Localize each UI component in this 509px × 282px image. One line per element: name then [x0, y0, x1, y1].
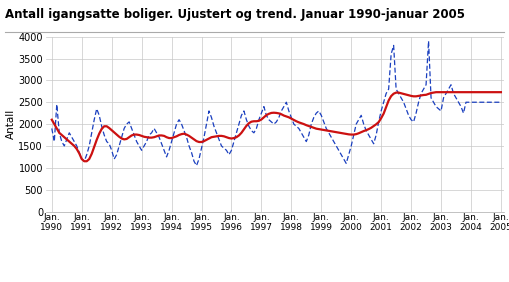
Antall boliger, trend — [176, 133, 182, 137]
Antall boliger, ujustert — [116, 144, 122, 148]
Antall boliger, trend — [89, 152, 95, 155]
Antall boliger, trend — [119, 137, 125, 140]
Y-axis label: Antall: Antall — [6, 109, 15, 139]
Antall boliger, trend — [433, 91, 439, 94]
Antall boliger, trend — [423, 93, 429, 96]
Antall boliger, ujustert — [426, 39, 432, 43]
Line: Antall boliger, ujustert: Antall boliger, ujustert — [52, 41, 501, 166]
Antall boliger, trend — [81, 160, 87, 163]
Antall boliger, trend — [49, 118, 55, 121]
Text: Antall igangsatte boliger. Ujustert og trend. Januar 1990-januar 2005: Antall igangsatte boliger. Ujustert og t… — [5, 8, 465, 21]
Antall boliger, trend — [266, 112, 272, 116]
Antall boliger, ujustert — [86, 144, 92, 148]
Antall boliger, trend — [498, 91, 504, 94]
Line: Antall boliger, trend: Antall boliger, trend — [52, 92, 501, 161]
Antall boliger, ujustert — [498, 101, 504, 104]
Antall boliger, ujustert — [423, 83, 429, 86]
Antall boliger, ujustert — [266, 118, 272, 121]
Antall boliger, ujustert — [174, 122, 180, 126]
Antall boliger, trend — [268, 111, 274, 114]
Antall boliger, ujustert — [49, 127, 55, 130]
Antall boliger, ujustert — [268, 120, 274, 124]
Antall boliger, ujustert — [193, 164, 200, 167]
